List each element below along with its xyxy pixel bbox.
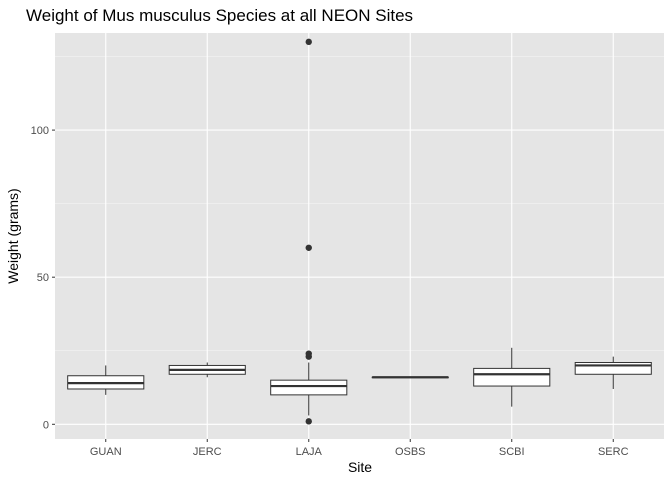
y-axis: 0 50 100 [31,125,55,431]
x-tick-label: JERC [193,446,222,458]
box-serc [574,356,652,389]
x-tick-label: OSBS [395,446,426,458]
x-tick-label: LAJA [296,446,323,458]
grid-minor [55,56,664,352]
y-tick-label: 100 [31,125,49,137]
box-osbs [371,376,449,379]
x-axis: GUAN JERC LAJA OSBS SCBI SERC [90,439,629,458]
box-iqr [473,367,551,387]
boxes [67,38,652,425]
outlier-point [305,350,312,357]
x-axis-title: Site [348,459,372,475]
outlier-point [305,244,312,251]
chart-title: Weight of Mus musculus Species at all NE… [26,6,413,25]
y-tick-label: 50 [37,272,49,284]
box-iqr [574,362,652,375]
x-tick-label: GUAN [90,446,122,458]
y-axis-title: Weight (grams) [5,188,21,283]
box-jerc [168,362,246,378]
box-iqr [270,379,348,396]
box-scbi [473,347,551,407]
outlier-point [305,38,312,46]
y-tick-label: 0 [43,419,49,431]
grid-major [55,33,664,439]
box-laja [270,38,348,425]
outlier-point [305,418,312,425]
x-tick-label: SCBI [499,446,525,458]
box-guan [67,365,145,395]
plot-panel [55,33,664,439]
x-tick-label: SERC [598,446,629,458]
